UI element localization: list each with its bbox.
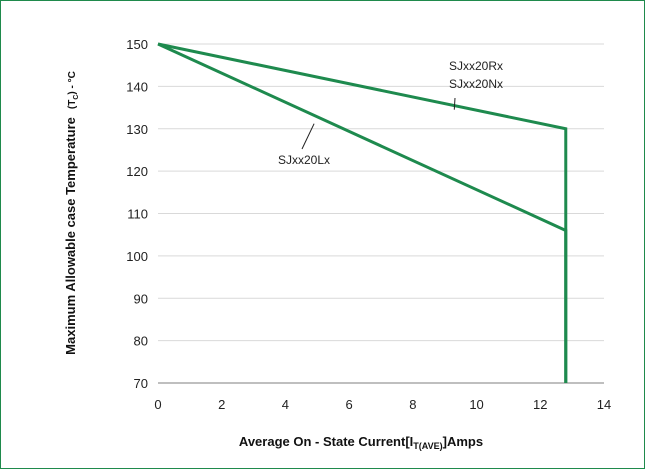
annotation-2-line-1: SJxx20Lx	[278, 153, 330, 167]
x-tick-labels: 0 2 4 6 8 10 12 14	[154, 397, 611, 412]
y-tick-labels: 70 80 90 100 110 120 130 140 150	[126, 37, 148, 391]
grid-lines	[158, 43, 604, 342]
x-tick-0: 0	[154, 397, 161, 412]
y-tick-120: 120	[126, 164, 148, 179]
x-tick-10: 10	[469, 397, 483, 412]
annotations: SJxx20Rx SJxx20Nx SJxx20Lx	[278, 59, 503, 167]
y-axis-title: Maximum Allowable case Temperature(TC) -…	[63, 71, 80, 355]
x-tick-14: 14	[597, 397, 611, 412]
series-lines	[157, 42, 568, 383]
y-tick-90: 90	[134, 291, 148, 306]
y-tick-80: 80	[134, 334, 148, 349]
y-tick-130: 130	[126, 122, 148, 137]
y-tick-70: 70	[134, 376, 148, 391]
y-tick-110: 110	[127, 207, 148, 222]
y-tick-100: 100	[126, 249, 148, 264]
x-tick-12: 12	[533, 397, 547, 412]
x-tick-2: 2	[218, 397, 225, 412]
annotation-1-line-1: SJxx20Rx	[449, 59, 503, 73]
annotation-1-line-2: SJxx20Nx	[449, 77, 503, 91]
x-tick-6: 6	[346, 397, 353, 412]
y-tick-140: 140	[126, 79, 148, 94]
leader-line-1	[453, 97, 456, 110]
leader-line-2	[301, 123, 315, 150]
x-tick-8: 8	[409, 397, 416, 412]
y-tick-150: 150	[126, 37, 148, 52]
series-line-2	[157, 42, 568, 383]
x-tick-4: 4	[282, 397, 289, 412]
x-axis-title: Average On - State Current[IT(AVE)]Amps	[239, 434, 483, 451]
